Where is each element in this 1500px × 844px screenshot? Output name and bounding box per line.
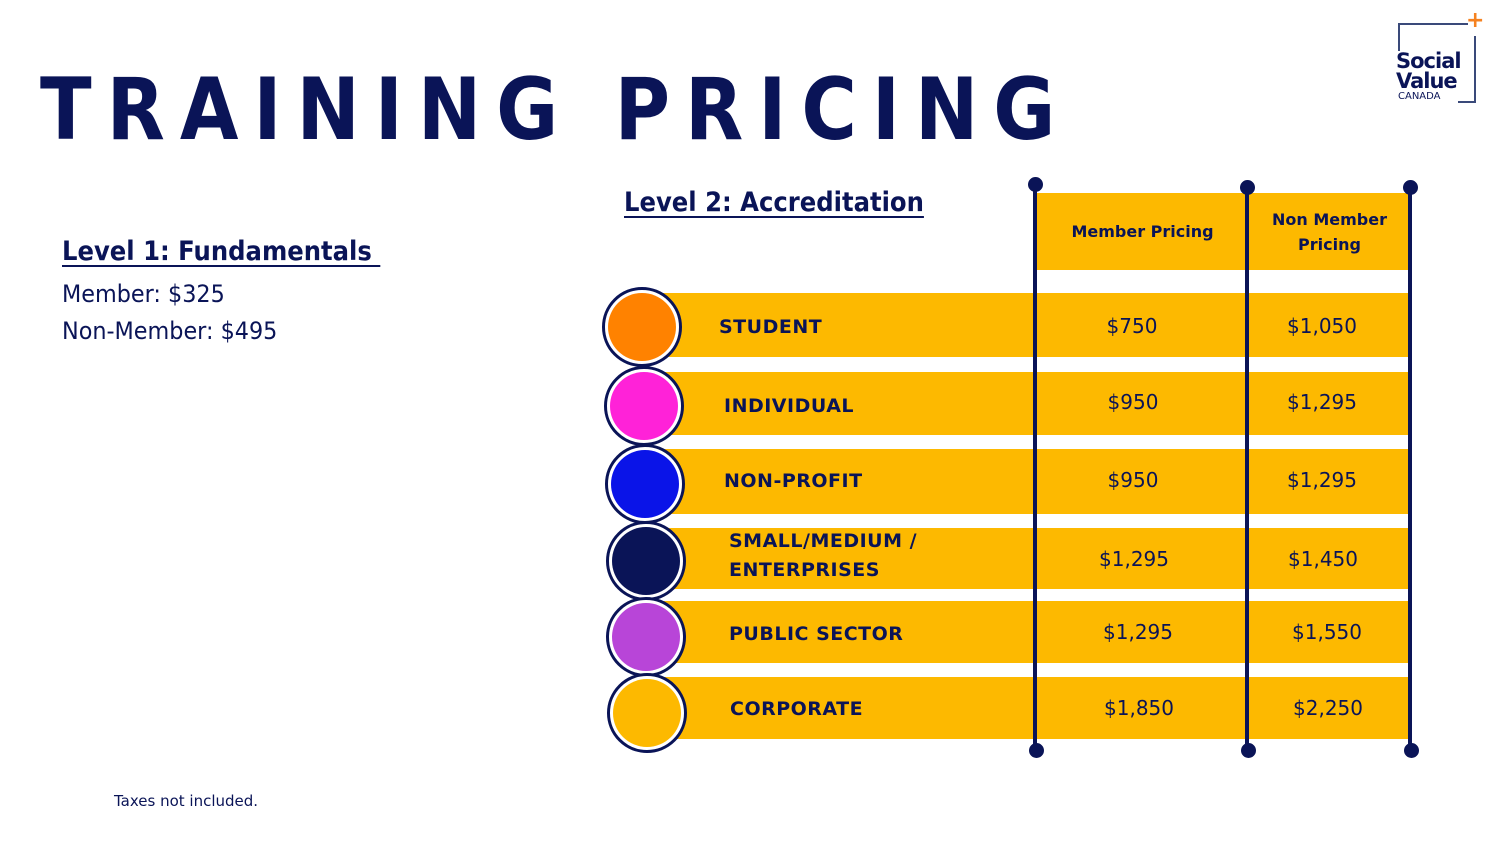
row-label-public-sector: PUBLIC SECTOR [729, 623, 904, 645]
price-non-member-corporate: $2,250 [1293, 696, 1363, 720]
sme-color-icon [606, 521, 686, 601]
row-label-non-profit: NON-PROFIT [724, 470, 863, 492]
table-row-individual [640, 372, 1410, 435]
logo-text-social: Social [1396, 49, 1462, 73]
color-swatch [612, 603, 680, 671]
plus-icon: + [1466, 8, 1485, 33]
table-row-corporate [640, 677, 1410, 739]
column-header-line: Non Member [1272, 209, 1387, 229]
price-member-sme: $1,295 [1099, 547, 1169, 571]
column-divider [1033, 184, 1037, 751]
table-row-non-profit [640, 449, 1410, 514]
column-header-label: Member Pricing [1071, 222, 1214, 241]
logo-frame [1458, 101, 1476, 103]
logo-text-value: Value [1396, 69, 1458, 93]
price-non-member-non-profit: $1,295 [1287, 468, 1357, 492]
logo-frame [1398, 23, 1400, 51]
row-label-sme: SMALL/MEDIUM / ENTERPRISES [729, 527, 917, 585]
color-swatch [612, 527, 680, 595]
color-swatch [611, 450, 679, 518]
divider-dot [1029, 743, 1044, 758]
row-label-corporate: CORPORATE [730, 698, 864, 720]
divider-dot [1403, 180, 1418, 195]
column-divider [1245, 187, 1249, 751]
public-sector-color-icon [606, 597, 686, 677]
divider-dot [1028, 177, 1043, 192]
table-row-sme [640, 528, 1410, 589]
non-profit-color-icon [605, 444, 685, 524]
logo-text-canada: CANADA [1398, 91, 1441, 102]
divider-dot [1240, 180, 1255, 195]
student-color-icon [602, 287, 682, 367]
footnote: Taxes not included. [114, 792, 259, 810]
price-member-individual: $950 [1107, 390, 1159, 414]
level1-heading: Level 1: Fundamentals [62, 236, 381, 267]
price-non-member-individual: $1,295 [1287, 390, 1357, 414]
table-row-public-sector [640, 601, 1410, 663]
logo-frame [1474, 36, 1476, 102]
logo-frame [1398, 23, 1468, 25]
level1-non-member-price: Non-Member: $495 [62, 317, 278, 345]
row-label-line: ENTERPRISES [729, 559, 880, 581]
corporate-color-icon [607, 673, 687, 753]
color-swatch [613, 679, 681, 747]
page-title: TRAINING PRICING [40, 60, 1071, 160]
row-label-student: STUDENT [719, 316, 823, 338]
color-swatch [610, 372, 678, 440]
divider-dot [1241, 743, 1256, 758]
level2-heading: Level 2: Accreditation [624, 187, 924, 218]
price-non-member-student: $1,050 [1287, 314, 1357, 338]
price-non-member-public-sector: $1,550 [1292, 620, 1362, 644]
row-label-individual: INDIVIDUAL [724, 395, 855, 417]
column-divider [1408, 187, 1412, 751]
social-value-canada-logo: + Social Value CANADA [1396, 10, 1486, 106]
price-member-student: $750 [1106, 314, 1158, 338]
color-swatch [608, 293, 676, 361]
column-header-non-member-pricing: Non Member Pricing [1249, 193, 1410, 270]
level1-member-price: Member: $325 [62, 280, 225, 308]
divider-dot [1404, 743, 1419, 758]
table-row-student [640, 293, 1410, 357]
individual-color-icon [604, 366, 684, 446]
price-non-member-sme: $1,450 [1288, 547, 1358, 571]
price-member-public-sector: $1,295 [1103, 620, 1173, 644]
column-header-label: Non Member Pricing [1272, 207, 1387, 257]
row-label-line: SMALL/MEDIUM / [729, 530, 918, 552]
price-member-corporate: $1,850 [1104, 696, 1174, 720]
column-header-member-pricing: Member Pricing [1037, 193, 1248, 270]
price-member-non-profit: $950 [1107, 468, 1159, 492]
column-header-line: Pricing [1298, 234, 1361, 254]
